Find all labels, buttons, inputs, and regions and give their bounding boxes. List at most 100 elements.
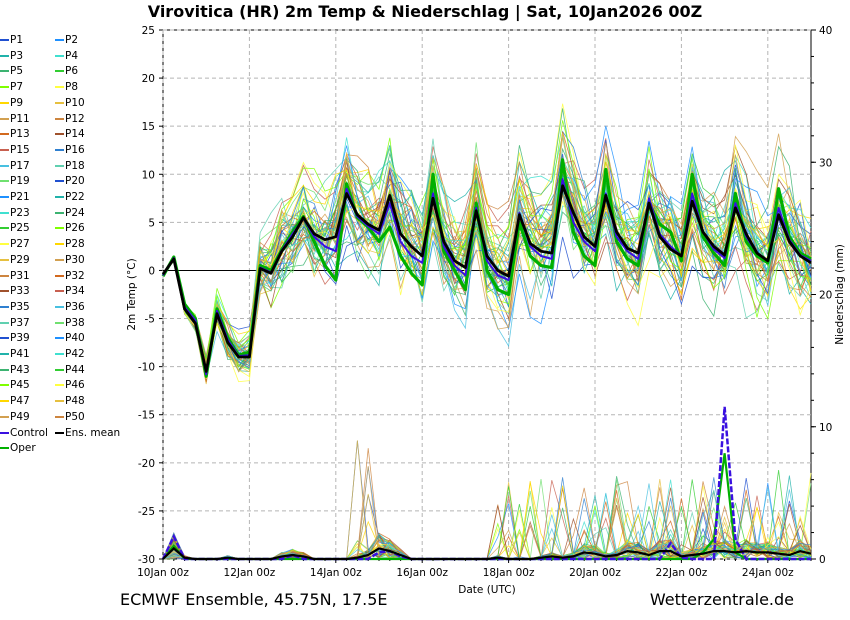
legend-item: P24: [55, 206, 85, 220]
legend-swatch: [55, 133, 64, 136]
legend-item: P5: [0, 64, 23, 78]
legend-label: P23: [10, 206, 30, 219]
y2-tick-label: 10: [819, 422, 832, 434]
legend-swatch: [0, 39, 9, 41]
legend-item: P36: [55, 300, 85, 314]
legend-swatch: [0, 290, 9, 293]
legend-label: P3: [10, 49, 24, 62]
legend-item: P22: [55, 190, 85, 204]
x-tick-label: 22Jan 00z: [656, 567, 708, 579]
legend-swatch: [0, 415, 9, 418]
legend-swatch: [0, 274, 9, 277]
legend-label: P9: [10, 96, 24, 109]
legend-label: P47: [10, 395, 30, 408]
legend-label: P32: [65, 269, 85, 282]
legend-label: P45: [10, 379, 30, 392]
legend-label: P18: [65, 159, 85, 172]
legend-swatch: [55, 321, 64, 324]
legend-swatch: [0, 54, 9, 57]
legend-swatch: [0, 305, 9, 308]
legend-label: P50: [65, 410, 85, 423]
legend-label: P12: [65, 112, 85, 125]
x-axis-label: Date (UTC): [458, 584, 515, 596]
legend-swatch: [0, 211, 9, 214]
legend-swatch: [55, 305, 64, 308]
legend-item: P17: [0, 159, 30, 173]
legend-item: P4: [55, 49, 78, 63]
legend-swatch: [0, 400, 9, 403]
legend-swatch: [55, 117, 64, 120]
legend-swatch: [0, 196, 9, 198]
legend-swatch: [0, 368, 9, 371]
y2-tick-label: 40: [819, 25, 832, 37]
legend-label: P27: [10, 238, 30, 251]
legend-item: P30: [55, 253, 85, 267]
legend-label: P11: [10, 112, 30, 125]
legend-swatch: [55, 274, 64, 277]
legend-label: P14: [65, 128, 85, 141]
legend-item: P16: [55, 143, 85, 157]
legend-label: P21: [10, 191, 30, 203]
y2-tick-label: 0: [819, 554, 826, 566]
legend-swatch: [0, 117, 9, 120]
legend-swatch: [55, 39, 64, 41]
legend-label: Ens. mean: [65, 426, 121, 439]
legend-item: P21: [0, 190, 30, 204]
legend-swatch: [55, 227, 64, 230]
legend-swatch: [0, 384, 9, 387]
legend-label: P10: [65, 96, 85, 109]
legend-swatch: [55, 415, 64, 418]
legend-item: P48: [55, 394, 85, 408]
y-tick-label: 5: [148, 217, 155, 229]
member-line: [162, 142, 812, 373]
legend-item: P23: [0, 206, 30, 220]
legend-item: P15: [0, 143, 30, 157]
legend-item: P27: [0, 237, 30, 251]
legend-label: P16: [65, 143, 85, 156]
y-tick-label: -5: [145, 314, 155, 326]
legend-item: P41: [0, 347, 30, 361]
legend-swatch: [0, 243, 9, 246]
legend-swatch: [0, 180, 9, 183]
y2-axis-label: Niederschlag (mm): [834, 244, 846, 345]
legend-item: P33: [0, 284, 30, 298]
legend-label: P39: [10, 332, 30, 345]
footer-source: ECMWF Ensemble, 45.75N, 17.5E: [120, 590, 388, 609]
legend-label: P44: [65, 363, 85, 376]
legend-item: P19: [0, 174, 30, 188]
legend-item: P14: [55, 127, 85, 141]
legend-label: P34: [65, 285, 85, 298]
legend-swatch: [55, 86, 64, 89]
legend-item: P8: [55, 80, 78, 94]
legend-label: P13: [10, 128, 30, 141]
legend-item: P13: [0, 127, 30, 141]
legend-item: P28: [55, 237, 85, 251]
legend-swatch: [0, 353, 9, 355]
legend-item: P46: [55, 378, 85, 392]
legend-item: P38: [55, 316, 85, 330]
precip-ens-mean: [162, 546, 812, 561]
legend-label: P8: [65, 81, 79, 94]
legend-label: P15: [10, 143, 30, 156]
legend-item: P34: [55, 284, 85, 298]
legend-label: P2: [65, 34, 79, 46]
legend-label: P4: [65, 49, 79, 62]
x-tick-label: 18Jan 00z: [483, 567, 535, 579]
legend-swatch: [0, 337, 9, 340]
legend-swatch: [0, 227, 9, 230]
legend-label: P30: [65, 253, 85, 266]
legend-item: P50: [55, 410, 85, 424]
y-tick-label: 15: [142, 121, 155, 133]
legend-item: P44: [55, 363, 85, 377]
x-tick-label: 12Jan 00z: [224, 567, 276, 579]
legend-swatch: [55, 148, 64, 151]
legend-item: P6: [55, 64, 78, 78]
legend-item: P42: [55, 347, 85, 361]
legend-label: Control: [10, 426, 48, 439]
legend-item: Ens. mean: [55, 426, 120, 440]
legend-item: P18: [55, 159, 85, 173]
legend-label: P37: [10, 316, 30, 329]
x-tick-label: 14Jan 00z: [310, 567, 362, 579]
legend-swatch: [55, 180, 64, 183]
member-line: [162, 144, 812, 379]
